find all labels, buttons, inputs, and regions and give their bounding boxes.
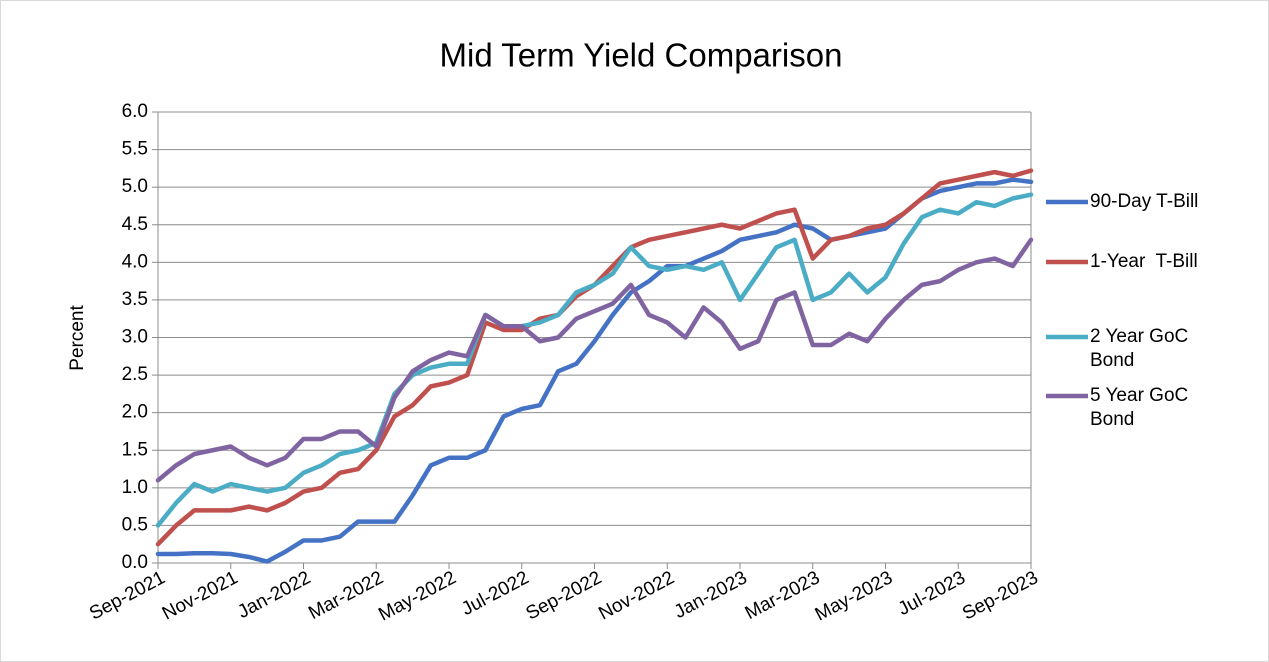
legend-label: 1-Year T-Bill — [1090, 251, 1198, 272]
legend-label: 5 Year GoC Bond — [1090, 385, 1194, 430]
legend-label: 2 Year GoC Bond — [1090, 326, 1194, 371]
y-tick-label: 2.5 — [122, 364, 148, 385]
y-tick-label: 4.5 — [122, 214, 148, 235]
y-tick-label: 6.0 — [122, 101, 148, 122]
legend-label: 90-Day T-Bill — [1090, 191, 1199, 212]
y-tick-label: 1.0 — [122, 477, 148, 498]
y-tick-label: 0.5 — [122, 514, 148, 535]
y-tick-label: 5.0 — [122, 176, 148, 197]
y-tick-label: 1.5 — [122, 439, 148, 460]
series-line — [155, 237, 1034, 483]
y-tick-label: 0.0 — [122, 552, 148, 573]
y-tick-label: 4.0 — [122, 251, 148, 272]
y-tick-label: 3.0 — [122, 327, 148, 348]
y-tick-label: 5.5 — [122, 139, 148, 160]
y-axis-label: Percent — [67, 305, 88, 371]
chart-title: Mid Term Yield Comparison — [440, 37, 843, 74]
series-line — [155, 177, 1034, 564]
series-line — [155, 192, 1034, 528]
y-tick-label: 2.0 — [122, 402, 148, 423]
y-tick-label: 3.5 — [122, 289, 148, 310]
